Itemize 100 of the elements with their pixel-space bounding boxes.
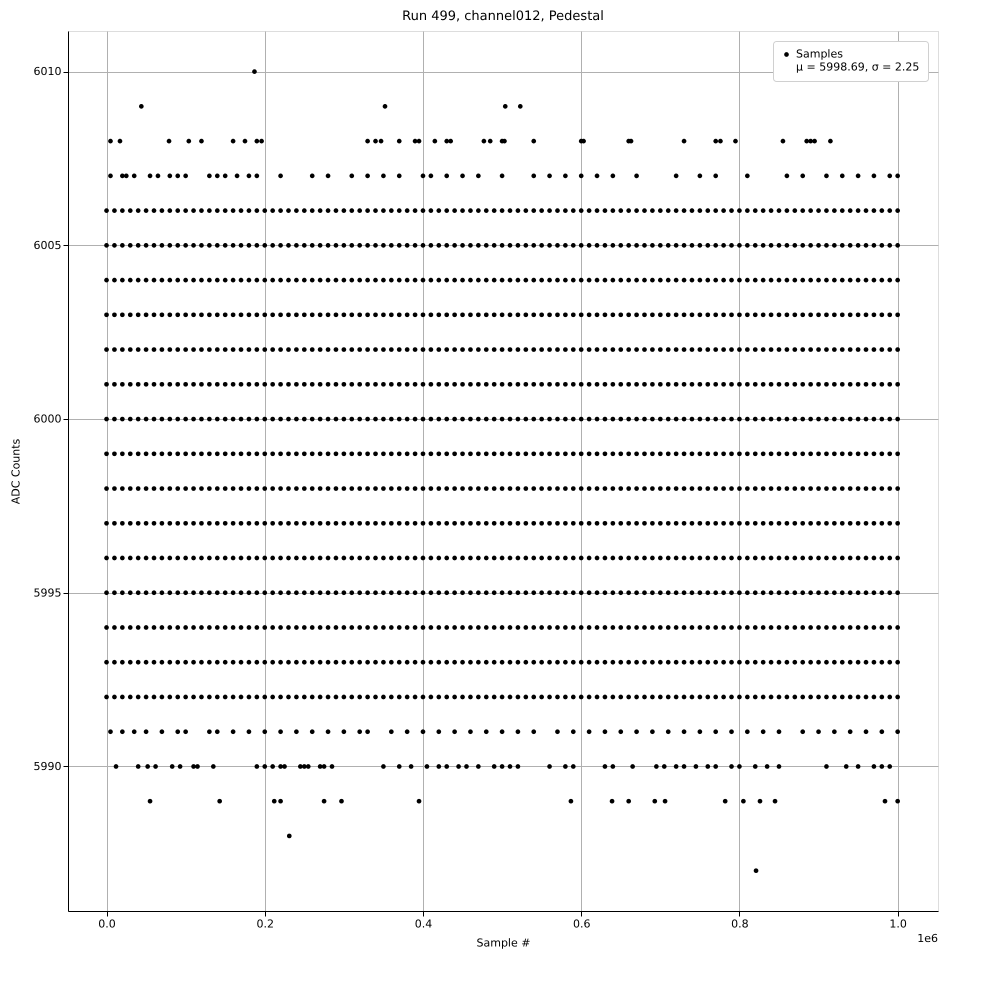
point — [278, 174, 283, 178]
point — [210, 764, 216, 769]
point — [516, 764, 520, 769]
point — [895, 798, 900, 804]
point — [856, 764, 860, 769]
point — [460, 174, 465, 178]
point — [484, 729, 489, 734]
point — [160, 729, 164, 734]
x-tick-label: 1.0 — [889, 918, 907, 930]
point — [254, 174, 260, 178]
point — [254, 138, 260, 144]
point — [610, 174, 616, 178]
point — [195, 764, 200, 769]
point — [124, 174, 129, 178]
point — [698, 174, 702, 178]
point — [808, 138, 813, 144]
point — [436, 764, 442, 769]
point — [733, 138, 738, 144]
point — [326, 729, 330, 734]
point — [502, 104, 508, 109]
point — [547, 174, 552, 178]
point — [634, 729, 639, 734]
point — [626, 798, 632, 804]
point — [246, 729, 252, 734]
point — [436, 729, 442, 734]
point — [432, 138, 438, 144]
point — [887, 764, 892, 769]
point — [282, 764, 287, 769]
point — [170, 764, 175, 769]
point — [602, 729, 608, 734]
point — [882, 798, 888, 804]
point — [214, 729, 220, 734]
point — [339, 798, 344, 804]
point — [381, 174, 386, 178]
point — [132, 174, 137, 178]
point — [108, 138, 113, 144]
point — [618, 729, 624, 734]
point — [879, 729, 884, 734]
point — [729, 764, 734, 769]
point — [824, 174, 829, 178]
point — [132, 729, 137, 734]
point — [895, 729, 900, 734]
point — [166, 138, 172, 144]
point — [856, 174, 860, 178]
point — [217, 798, 222, 804]
point — [396, 174, 402, 178]
point — [191, 764, 196, 769]
point — [183, 729, 188, 734]
point — [444, 764, 450, 769]
point — [594, 174, 600, 178]
text: 1e6 — [917, 932, 938, 945]
y-tick-label: 6010 — [34, 65, 62, 78]
point — [508, 764, 512, 769]
point — [666, 729, 671, 734]
point — [145, 764, 150, 769]
point — [682, 729, 686, 734]
point — [408, 764, 414, 769]
point — [322, 798, 326, 804]
point — [365, 729, 370, 734]
point — [420, 174, 426, 178]
point — [812, 138, 817, 144]
point — [357, 729, 362, 734]
point — [153, 764, 158, 769]
point — [784, 174, 790, 178]
point — [547, 764, 552, 769]
point — [310, 729, 315, 734]
point — [674, 174, 678, 178]
point — [396, 138, 402, 144]
point — [186, 138, 192, 144]
point — [365, 174, 370, 178]
point — [752, 764, 758, 769]
point — [310, 174, 315, 178]
point — [373, 138, 378, 144]
point — [234, 174, 240, 178]
point — [199, 138, 204, 144]
legend-label: Samples μ = 5998.69, σ = 2.25 — [796, 48, 920, 74]
point — [729, 729, 734, 734]
point — [120, 729, 125, 734]
point — [776, 764, 782, 769]
x-tick-label: 0.0 — [98, 918, 116, 930]
point — [578, 174, 584, 178]
point — [816, 729, 821, 734]
point — [412, 138, 418, 144]
point — [476, 764, 481, 769]
point — [630, 764, 635, 769]
point — [322, 764, 326, 769]
point — [175, 174, 180, 178]
point — [602, 764, 608, 769]
point — [713, 174, 718, 178]
point — [306, 764, 311, 769]
point — [396, 764, 402, 769]
point — [804, 138, 810, 144]
point — [342, 729, 346, 734]
point — [468, 729, 473, 734]
point — [242, 138, 248, 144]
y-tick-label: 6000 — [34, 412, 62, 426]
point — [828, 138, 833, 144]
point — [404, 729, 410, 734]
x-tick-label: 0.6 — [572, 918, 590, 930]
x-tick-label: 0.8 — [731, 918, 749, 930]
